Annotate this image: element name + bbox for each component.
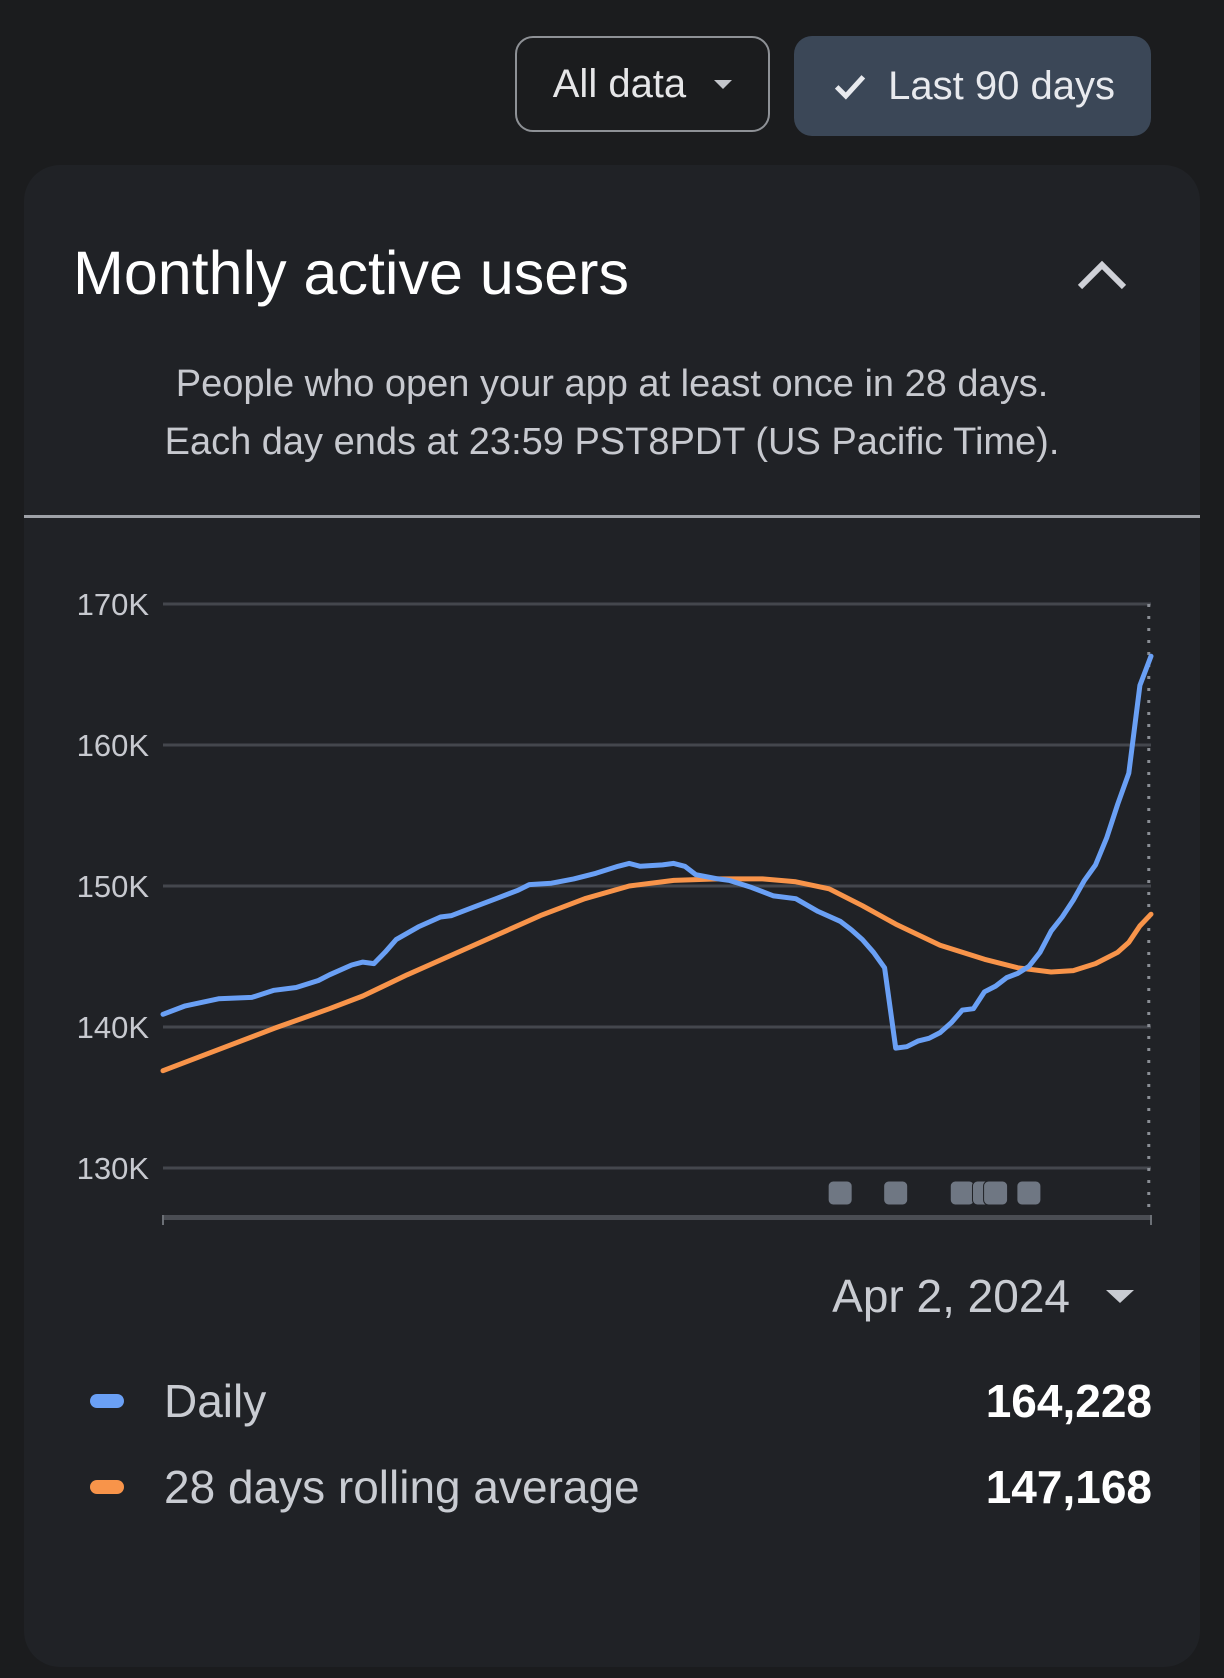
description-line-1: People who open your app at least once i…	[175, 363, 1049, 405]
annotation-marker	[883, 1180, 909, 1206]
dropdown-caret-icon	[714, 79, 733, 89]
chart-container: 170K 160K 150K 140K 130K Jan 5, 2024 Apr 3, 20…	[24, 518, 1200, 1238]
card-description: People who open your app at least once i…	[24, 355, 1200, 471]
card-header: Monthly active users	[24, 165, 1200, 355]
range-toolbar: All data Last 90 days	[514, 36, 1151, 136]
collapse-chevron-up-icon[interactable]	[1072, 255, 1132, 295]
mau-card: Monthly active users People who open you…	[24, 165, 1200, 1667]
legend-label: 28 days rolling average	[164, 1461, 640, 1513]
x-axis-range-bar	[163, 1215, 1151, 1220]
x-end-label: Apr 3, 2024	[1005, 1236, 1165, 1238]
mau-line-chart[interactable]: 170K 160K 150K 140K 130K Jan 5, 2024 Apr 3, 20…	[24, 518, 1200, 1238]
all-data-dropdown[interactable]: All data	[514, 36, 771, 132]
y-tick-label: 130K	[77, 1151, 150, 1186]
last-90-days-label: Last 90 days	[888, 63, 1115, 108]
last-90-days-chip[interactable]: Last 90 days	[794, 36, 1151, 136]
legend-value: 164,228	[985, 1375, 1152, 1427]
dropdown-caret-icon	[1106, 1289, 1134, 1303]
selected-date: Apr 2, 2024	[832, 1270, 1070, 1322]
rolling-swatch-icon	[90, 1480, 124, 1494]
card-title: Monthly active users	[73, 239, 629, 307]
description-line-2: Each day ends at 23:59 PST8PDT (US Pacif…	[164, 421, 1060, 463]
all-data-label: All data	[552, 61, 687, 106]
rolling-average-series-line	[160, 876, 1154, 1074]
x-start-label: Jan 5, 2024	[149, 1236, 311, 1238]
y-tick-label: 150K	[77, 869, 150, 904]
checkmark-icon	[835, 75, 866, 100]
daily-swatch-icon	[90, 1394, 124, 1408]
legend-value: 147,168	[985, 1461, 1152, 1513]
legend-row-rolling: 28 days rolling average 147,168	[90, 1444, 1152, 1530]
y-tick-label: 140K	[77, 1010, 150, 1045]
divider	[24, 515, 1200, 518]
legend-row-daily: Daily 164,228	[90, 1358, 1152, 1444]
annotation-marker	[1016, 1180, 1042, 1206]
daily-series-line	[160, 653, 1154, 1051]
annotation-marker	[949, 1180, 975, 1206]
legend: Daily 164,228 28 days rolling average 14…	[24, 1358, 1200, 1530]
date-selector[interactable]: Apr 2, 2024	[24, 1268, 1200, 1324]
annotation-marker	[827, 1180, 853, 1206]
y-tick-label: 160K	[77, 728, 150, 763]
legend-label: Daily	[164, 1375, 267, 1427]
annotation-marker	[983, 1180, 1009, 1206]
y-tick-label: 170K	[77, 587, 150, 622]
